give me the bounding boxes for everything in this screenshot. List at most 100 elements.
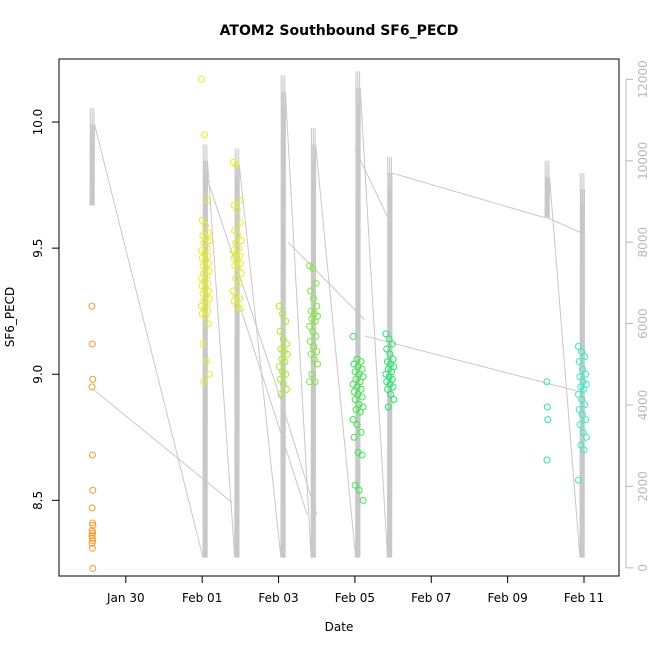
data-point: [306, 322, 314, 330]
y-axis: 8.5 9.0 9.5 10.0: [31, 109, 59, 510]
data-point: [543, 403, 551, 411]
data-point: [236, 219, 244, 227]
data-point: [356, 378, 364, 386]
data-point: [581, 401, 589, 409]
data-point: [578, 411, 586, 419]
data-point: [279, 380, 287, 388]
data-point: [390, 395, 398, 403]
data-point: [306, 287, 314, 295]
data-point: [582, 433, 590, 441]
data-point: [279, 310, 287, 318]
data-point: [237, 237, 245, 245]
data-point: [358, 365, 366, 373]
data-point: [201, 221, 209, 229]
data-point: [313, 302, 321, 310]
data-point: [230, 297, 238, 305]
data-point: [205, 237, 213, 245]
data-point: [580, 385, 588, 393]
data-point: [88, 527, 96, 535]
data-point: [384, 403, 392, 411]
y2-tick-label: 0: [636, 564, 650, 572]
data-point: [230, 201, 238, 209]
data-point: [201, 131, 209, 139]
data-point: [387, 390, 395, 398]
data-point: [88, 504, 96, 512]
data-point: [543, 456, 551, 464]
data-point: [277, 390, 285, 398]
data-point: [236, 295, 244, 303]
data-point: [201, 312, 209, 320]
data-point: [281, 358, 289, 366]
data-point: [384, 385, 392, 393]
data-point: [204, 196, 212, 204]
data-point: [312, 279, 320, 287]
y-tick-label: 9.0: [31, 365, 45, 384]
x-tick-label: Feb 03: [258, 591, 298, 605]
data-point: [307, 350, 315, 358]
data-point: [234, 264, 242, 272]
data-point: [349, 416, 357, 424]
data-point: [275, 302, 283, 310]
data-point: [351, 395, 359, 403]
chart-title: ATOM2 Southbound SF6_PECD: [220, 23, 459, 39]
transit-line: [364, 335, 585, 394]
data-point: [383, 345, 391, 353]
data-point: [89, 486, 97, 494]
data-point: [349, 332, 357, 340]
x-tick-label: Feb 11: [564, 591, 604, 605]
data-point: [232, 161, 240, 169]
data-point: [582, 416, 590, 424]
data-point: [582, 370, 590, 378]
data-point: [576, 373, 584, 381]
data-point: [355, 486, 363, 494]
data-point: [234, 232, 242, 240]
data-point: [202, 358, 210, 366]
data-point: [574, 476, 582, 484]
transit-line: [278, 392, 318, 516]
data-point: [89, 564, 97, 572]
data-point: [200, 239, 208, 247]
x-axis-label: Date: [325, 620, 354, 634]
transit-line: [92, 388, 233, 504]
data-point: [279, 335, 287, 343]
data-point: [205, 370, 213, 378]
x-axis: Jan 30 Feb 01 Feb 03 Feb 05 Feb 07 Feb 09 Feb …: [106, 576, 604, 605]
data-point: [205, 320, 213, 328]
data-point: [233, 206, 241, 214]
data-point: [308, 370, 316, 378]
x-tick-label: Jan 30: [106, 591, 145, 605]
data-point: [89, 519, 97, 527]
data-point: [581, 353, 589, 361]
data-point: [231, 226, 239, 234]
data-point: [577, 441, 585, 449]
data-point: [311, 317, 319, 325]
y-tick-label: 9.5: [31, 239, 45, 258]
data-point: [350, 433, 358, 441]
y-tick-label: 8.5: [31, 491, 45, 510]
data-point: [197, 75, 205, 83]
data-point: [88, 340, 96, 348]
data-point: [309, 264, 317, 272]
altitude-line: [89, 71, 586, 558]
transit-line: [287, 241, 365, 320]
y2-tick-label: 8000: [636, 227, 650, 258]
data-point: [275, 363, 283, 371]
data-point: [282, 370, 290, 378]
data-point: [385, 335, 393, 343]
transit-line: [547, 217, 585, 235]
data-point: [88, 451, 96, 459]
x-tick-label: Feb 09: [487, 591, 527, 605]
y2-tick-label: 6000: [636, 308, 650, 339]
transit-line: [239, 307, 308, 516]
data-point: [232, 239, 240, 247]
data-point: [574, 390, 582, 398]
data-point: [359, 496, 367, 504]
data-point: [237, 269, 245, 277]
data-point: [310, 295, 318, 303]
data-point: [580, 446, 588, 454]
data-point: [353, 421, 361, 429]
data-point: [356, 408, 364, 416]
data-point: [357, 428, 365, 436]
data-point: [576, 421, 584, 429]
